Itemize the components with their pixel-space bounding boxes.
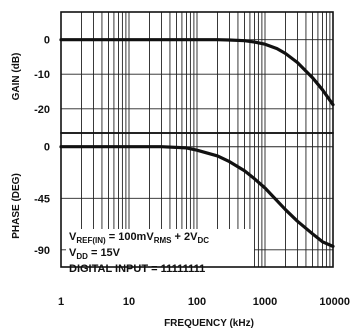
x-tick-label: 1000 bbox=[253, 296, 277, 308]
x-axis-label: FREQUENCY (kHz) bbox=[164, 318, 254, 329]
annotation: VREF(IN) = 100mVRMS + 2VDC VDD = 15V DIGIT… bbox=[69, 231, 209, 275]
phase-curve bbox=[59, 145, 335, 248]
plot-frames bbox=[60, 11, 334, 268]
curves bbox=[59, 38, 335, 248]
gain-curve bbox=[59, 38, 335, 107]
annotation-background bbox=[66, 229, 254, 278]
tick-labels: 0 -10 -20 0 -45 -90 1 10 100 1000 10000 bbox=[34, 35, 350, 308]
y-tick-label: -10 bbox=[34, 69, 50, 81]
phase-axis-label: PHASE (DEG) bbox=[11, 173, 22, 239]
annotation-line: VDD = 15V bbox=[69, 247, 121, 261]
annotation-line: VREF(IN) = 100mVRMS + 2VDC bbox=[69, 231, 209, 245]
grid bbox=[60, 12, 334, 267]
y-tick-label: -45 bbox=[34, 193, 50, 205]
phase-panel-frame bbox=[60, 132, 334, 268]
annotation-line: DIGITAL INPUT = 11111111 bbox=[69, 263, 205, 275]
x-tick-label: 1 bbox=[58, 296, 64, 308]
y-tick-label: 0 bbox=[44, 35, 50, 47]
gain-axis-label: GAIN (dB) bbox=[11, 53, 22, 101]
x-tick-label: 10 bbox=[123, 296, 135, 308]
y-tick-label: -90 bbox=[34, 245, 50, 257]
y-tick-label: 0 bbox=[44, 142, 50, 154]
x-tick-label: 100 bbox=[188, 296, 206, 308]
y-tick-label: -20 bbox=[34, 104, 50, 116]
x-tick-label: 10000 bbox=[319, 296, 350, 308]
